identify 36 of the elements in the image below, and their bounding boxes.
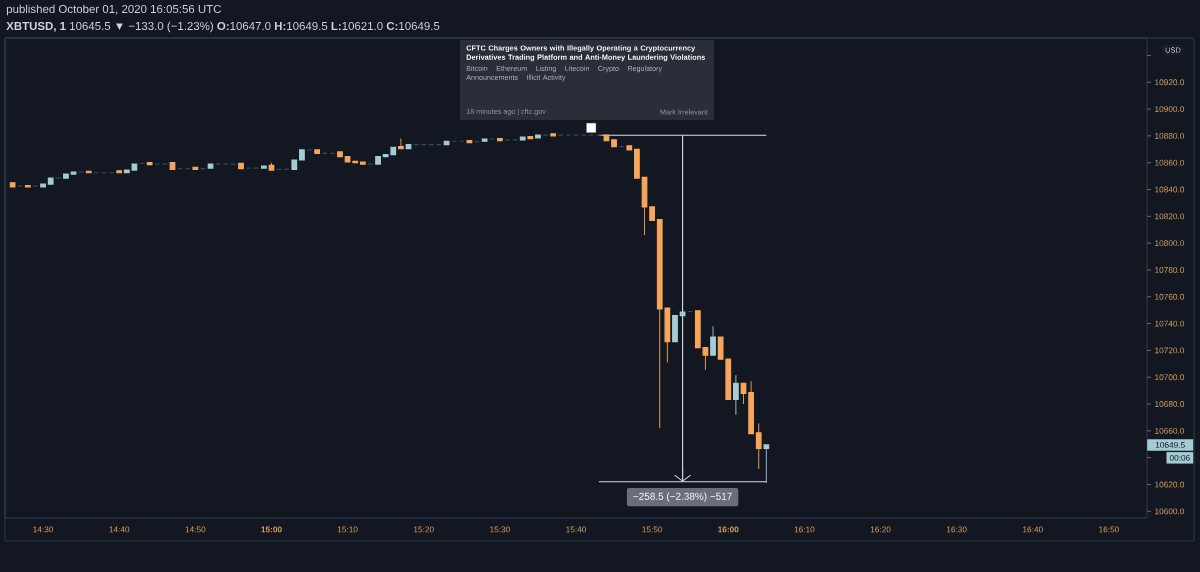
x-tick-label: 15:10 [337, 526, 358, 533]
x-tick-label: 16:20 [870, 526, 891, 533]
text: 00:06 [1169, 454, 1190, 461]
y-tick-label: 10760.0 [1155, 293, 1185, 300]
y-tick-label: 10600.0 [1155, 508, 1185, 515]
y-tick-label: 10860.0 [1155, 159, 1185, 166]
y-tick-label: 10840.0 [1155, 186, 1185, 193]
y-tick-label: 10800.0 [1155, 240, 1185, 247]
text: XBTUSD, 1 10645.5 ▼ −133.0 (−1.23%) O:10647.0 H:10649.5 L:10621.0 C:10649.5 [6, 21, 440, 33]
y-tick-label: 10820.0 [1155, 213, 1185, 220]
y-tick-label: 10780.0 [1155, 267, 1185, 273]
y-tick-label: 10920.0 [1155, 79, 1185, 86]
x-tick-label: 15:00 [261, 526, 282, 533]
x-tick-label: 14:40 [109, 526, 130, 533]
y-tick-label: 10680.0 [1155, 401, 1185, 407]
x-tick-label: 15:50 [642, 526, 663, 533]
x-tick-label: 16:00 [718, 526, 739, 533]
x-tick-label: 16:10 [794, 526, 815, 533]
x-tick-label: 14:50 [185, 526, 206, 533]
y-tick-label: 10880.0 [1155, 132, 1185, 139]
y-tick-label: 10660.0 [1155, 427, 1185, 434]
y-tick-label: 10740.0 [1155, 320, 1185, 327]
x-tick-label: 15:20 [414, 526, 434, 533]
x-tick-label: 16:50 [1099, 526, 1119, 533]
y-tick-label: 10720.0 [1155, 347, 1185, 354]
x-tick-label: 15:40 [566, 526, 587, 533]
x-tick-label: 16:30 [946, 526, 967, 533]
y-tick-label: 10700.0 [1155, 374, 1185, 381]
text: 10649.5 [1155, 442, 1185, 448]
chart-title: published October 01, 2020 16:05:56 UTC [6, 4, 221, 16]
x-tick-label: 14:30 [33, 526, 54, 533]
y-tick-label: 10900.0 [1155, 106, 1185, 112]
annotation: −258.5 (−2.38%) −517 [633, 492, 732, 502]
x-tick-label: 16:40 [1023, 526, 1043, 533]
x-tick-label: 15:30 [490, 526, 510, 533]
y-tick-label: 10620.0 [1155, 481, 1185, 488]
